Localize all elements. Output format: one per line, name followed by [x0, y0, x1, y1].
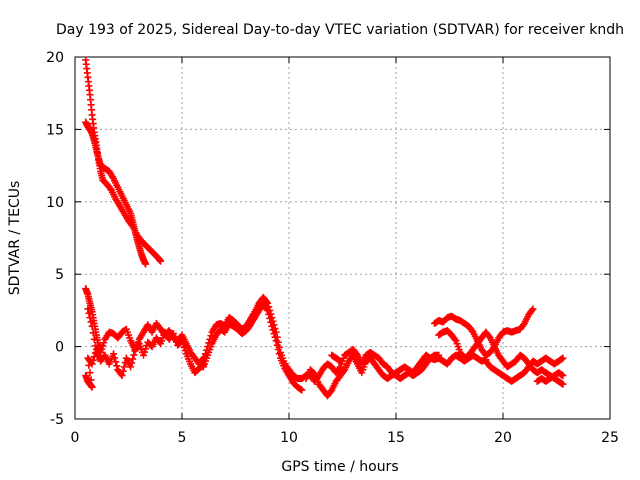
- data-point: [85, 309, 93, 317]
- axis-ticks: 0 5 10 15 20 25 -5 0 5 10 15 20: [46, 50, 619, 446]
- data-point: [298, 386, 306, 394]
- data-point: [141, 348, 149, 356]
- data-point: [89, 356, 97, 364]
- series-track-c: [82, 285, 207, 368]
- data-point: [119, 367, 127, 375]
- data-point: [178, 337, 186, 345]
- data-point: [130, 351, 138, 359]
- series-track-b: [82, 118, 150, 268]
- data-point: [559, 372, 567, 380]
- data-point: [86, 314, 94, 322]
- data-point: [485, 332, 493, 340]
- data-point: [529, 305, 537, 313]
- data-point: [180, 343, 188, 351]
- data-point: [97, 343, 105, 351]
- series-track-e: [82, 343, 105, 391]
- data-point: [113, 362, 121, 370]
- data-point: [129, 355, 137, 363]
- data-point: [118, 372, 126, 380]
- data-point: [86, 369, 94, 377]
- data-marks: [82, 56, 567, 400]
- plot-frame: [74, 56, 611, 420]
- data-point: [269, 326, 277, 334]
- x-tick-label: 10: [280, 430, 298, 446]
- data-point: [110, 350, 118, 358]
- data-point: [451, 335, 459, 343]
- series-track-j: [328, 351, 344, 365]
- x-axis-label: GPS time / hours: [281, 459, 398, 475]
- data-point: [435, 351, 443, 359]
- y-tick-label: 15: [46, 122, 64, 138]
- data-point: [142, 345, 150, 353]
- data-point: [327, 387, 335, 395]
- y-tick-label: -5: [50, 412, 64, 428]
- data-point: [274, 345, 282, 353]
- data-point: [263, 305, 271, 313]
- series-track-a: [82, 56, 165, 265]
- data-point: [89, 329, 97, 337]
- data-point: [559, 354, 567, 362]
- y-tick-label: 10: [46, 195, 64, 211]
- data-point: [87, 376, 95, 384]
- x-tick-label: 0: [71, 430, 80, 446]
- data-point: [559, 380, 567, 388]
- data-point: [157, 257, 165, 265]
- data-point: [273, 341, 281, 349]
- data-point: [336, 357, 344, 365]
- data-point: [87, 318, 95, 326]
- data-point: [106, 185, 114, 193]
- data-point: [88, 383, 96, 391]
- y-tick-label: 0: [55, 340, 64, 356]
- data-point: [267, 318, 275, 326]
- series-track-n: [533, 369, 567, 385]
- data-point: [181, 347, 189, 355]
- data-point: [84, 305, 92, 313]
- data-point: [88, 360, 96, 368]
- series-track-g: [199, 301, 306, 394]
- data-point: [90, 353, 98, 361]
- data-point: [112, 358, 120, 366]
- x-tick-label: 15: [387, 430, 405, 446]
- series-track-k: [431, 305, 537, 359]
- x-tick-label: 25: [601, 430, 619, 446]
- data-point: [352, 350, 360, 358]
- data-point: [266, 314, 274, 322]
- data-point: [271, 333, 279, 341]
- data-point: [120, 363, 128, 371]
- data-point: [272, 337, 280, 345]
- series-track-m: [482, 354, 567, 385]
- series-track-i: [306, 345, 443, 385]
- y-axis-label: SDTVAR / TECUs: [7, 181, 23, 296]
- y-tick-label: 20: [46, 50, 64, 66]
- grid: [75, 57, 610, 419]
- data-point: [335, 364, 343, 372]
- data-point: [265, 310, 273, 318]
- data-point: [179, 340, 187, 348]
- data-point: [519, 321, 527, 329]
- x-tick-label: 20: [494, 430, 512, 446]
- y-tick-label: 5: [55, 267, 64, 283]
- x-tick-label: 5: [178, 430, 187, 446]
- data-point: [142, 260, 150, 268]
- data-point: [528, 306, 536, 314]
- data-point: [88, 322, 96, 330]
- data-point: [139, 351, 147, 359]
- data-point: [468, 327, 476, 335]
- data-point: [91, 349, 99, 357]
- chart-title: Day 193 of 2025, Sidereal Day-to-day VTE…: [56, 22, 624, 38]
- data-point: [264, 306, 272, 314]
- data-point: [128, 359, 136, 367]
- data-point: [111, 354, 119, 362]
- data-point: [90, 335, 98, 343]
- data-point: [270, 330, 278, 338]
- data-point: [275, 350, 283, 358]
- data-point: [268, 322, 276, 330]
- data-point: [100, 339, 108, 347]
- data-point: [127, 363, 135, 371]
- data-point: [340, 367, 348, 375]
